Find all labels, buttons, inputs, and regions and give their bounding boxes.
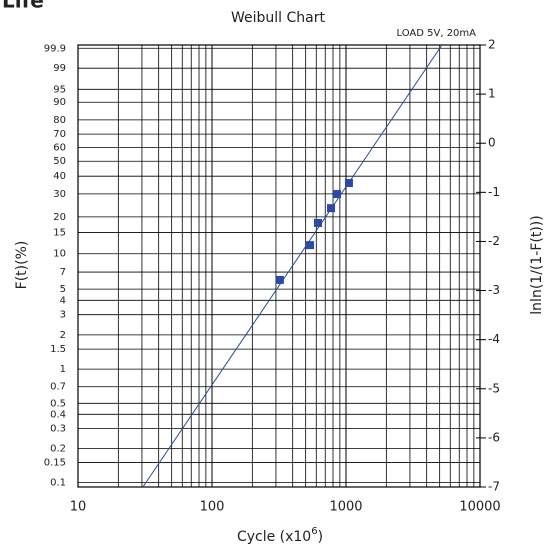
- data-point: [333, 190, 342, 199]
- y-tick-label: 95: [53, 84, 66, 95]
- y-tick-label: 99.9: [44, 43, 66, 54]
- data-point: [327, 204, 336, 213]
- y-tick-label: 40: [53, 171, 66, 182]
- y-tick-label: 3: [60, 310, 66, 321]
- y-tick-label: 30: [53, 189, 66, 200]
- y-axis-label: F(t)(%): [14, 241, 30, 290]
- y-tick-label: 90: [53, 97, 66, 108]
- y2-tick-label: -4: [488, 332, 500, 346]
- y2-tick-label: 0: [488, 136, 496, 150]
- y-tick-label: 7: [60, 267, 66, 278]
- annotation: LOAD 5V, 20mA: [397, 28, 477, 39]
- y-tick-label: 70: [53, 129, 66, 140]
- page-heading: Life: [2, 0, 44, 13]
- y-tick-label: 20: [53, 212, 66, 223]
- y2-tick-label: -6: [488, 430, 500, 444]
- y-tick-label: 0.2: [50, 443, 66, 454]
- x-label-exponent: 6: [311, 526, 317, 537]
- y-tick-label: 0.3: [50, 423, 66, 434]
- y2-tick-label: -3: [488, 283, 500, 297]
- y2-tick-label: -7: [488, 480, 500, 494]
- data-point: [306, 241, 315, 250]
- y2-tick-label: -2: [488, 234, 500, 248]
- chart-title: Weibull Chart: [231, 10, 325, 26]
- y-tick-label: 99: [53, 63, 66, 74]
- x-tick-label: 10000: [459, 500, 500, 515]
- x-tick-label: 10: [70, 500, 87, 515]
- data-point: [275, 275, 284, 284]
- y-tick-label: 60: [53, 143, 66, 154]
- y2-tick-label: 2: [488, 38, 496, 52]
- y-tick-label: 0.5: [50, 398, 66, 409]
- y-tick-label: 0.1: [50, 477, 66, 488]
- y-tick-label: 15: [53, 227, 66, 238]
- x-axis-label: Cycle (x106): [237, 526, 323, 545]
- y2-tick-label: 1: [488, 87, 496, 101]
- x-tick-label: 1000: [329, 500, 362, 515]
- plot-frame: [77, 44, 481, 488]
- y-tick-label: 50: [53, 156, 66, 167]
- data-point: [313, 218, 322, 227]
- x-label-text: Cycle (x10: [237, 529, 311, 545]
- y-tick-label: 10: [53, 249, 66, 260]
- y-tick-label: 0.4: [50, 409, 66, 420]
- x-tick-label: 100: [200, 500, 225, 515]
- y-tick-label: 1: [60, 364, 66, 375]
- x-label-tail: ): [318, 529, 323, 545]
- data-point: [344, 179, 353, 188]
- y-tick-label: 0.7: [50, 382, 66, 393]
- y-tick-label: 5: [60, 284, 66, 295]
- y-tick-label: 0.15: [44, 458, 66, 469]
- fit-line: [142, 44, 443, 488]
- y-tick-label: 1.5: [50, 344, 66, 355]
- y-tick-label: 4: [60, 295, 66, 306]
- y2-tick-label: -1: [488, 185, 500, 199]
- y-tick-label: 80: [53, 115, 66, 126]
- y-tick-label: 2: [60, 330, 66, 341]
- y2-tick-label: -5: [488, 381, 500, 395]
- y2-axis-label: lnln(1/(1-F(t))): [529, 215, 545, 314]
